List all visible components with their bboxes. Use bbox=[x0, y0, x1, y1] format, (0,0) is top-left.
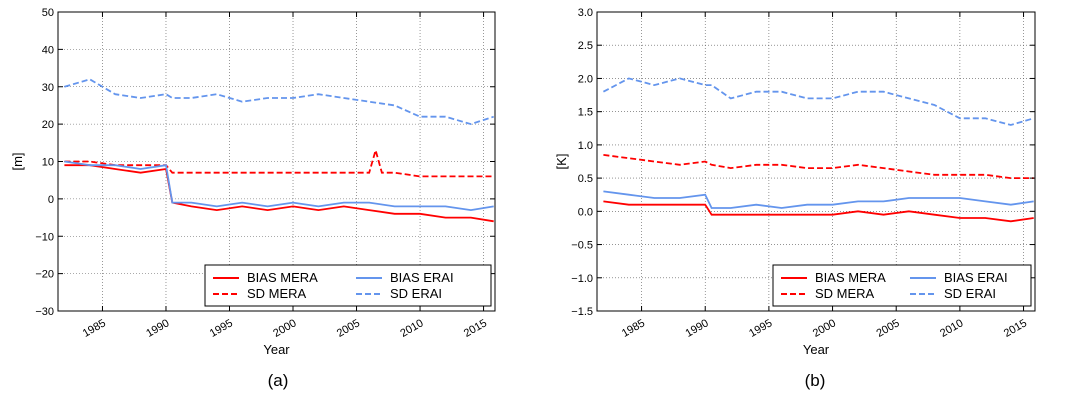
series-group bbox=[64, 78, 494, 223]
legend-label: SD ERAI bbox=[944, 286, 996, 301]
series-line-sd-mera bbox=[64, 147, 494, 178]
legend-label: BIAS ERAI bbox=[944, 270, 1008, 285]
x-tick-label: 1990 bbox=[144, 317, 171, 340]
x-tick-label: 2015 bbox=[1002, 317, 1029, 340]
y-tick-label: 1.0 bbox=[578, 140, 593, 152]
legend-label: SD MERA bbox=[815, 286, 875, 301]
y-tick-label: 30 bbox=[42, 82, 54, 94]
series-line-bias-mera bbox=[603, 200, 1034, 223]
y-tick-label: 0 bbox=[48, 194, 54, 206]
x-tick-label: 2015 bbox=[462, 317, 489, 340]
series-line-sd-erai bbox=[602, 77, 1034, 126]
panel-label: (b) bbox=[805, 371, 826, 390]
panel-label: (a) bbox=[268, 371, 289, 390]
x-tick-label: 2005 bbox=[335, 317, 362, 340]
series-line-bias-erai bbox=[64, 160, 494, 212]
series-line-sd-mera bbox=[603, 154, 1034, 180]
y-tick-label: 20 bbox=[42, 119, 54, 131]
y-tick-label: −10 bbox=[35, 231, 54, 243]
x-tick-label: 1985 bbox=[81, 317, 108, 340]
legend-label: BIAS MERA bbox=[815, 270, 886, 285]
legend-label: SD ERAI bbox=[390, 286, 442, 301]
x-tick-label: 1990 bbox=[684, 317, 711, 340]
chart-panel-b: −1.5 −1.0 −0.5 0.0 0.5 1.0 1.5 2.0 2.5 3.0 1985 199… bbox=[554, 7, 1036, 390]
y-tick-label: 2.0 bbox=[578, 73, 593, 85]
legend-label: BIAS MERA bbox=[247, 270, 318, 285]
y-tick-label: −1.0 bbox=[571, 273, 593, 285]
y-tick-label: 1.5 bbox=[578, 107, 593, 119]
series-group bbox=[602, 77, 1034, 223]
legend-box bbox=[204, 264, 492, 307]
legend-box bbox=[772, 264, 1032, 307]
y-tick-label: −1.5 bbox=[571, 306, 593, 318]
x-tick-label: 2005 bbox=[875, 317, 902, 340]
series-line-sd-erai bbox=[64, 78, 494, 126]
x-axis-label: Year bbox=[263, 342, 290, 357]
y-tick-label: −30 bbox=[35, 306, 54, 318]
plot-frame bbox=[596, 11, 1036, 312]
x-tick-label: 2000 bbox=[811, 317, 838, 340]
y-tick-label: 2.5 bbox=[578, 40, 593, 52]
legend-label: BIAS ERAI bbox=[390, 270, 454, 285]
series-line-bias-mera bbox=[64, 164, 494, 223]
x-tick-label: 2010 bbox=[938, 317, 965, 340]
legend-label: SD MERA bbox=[247, 286, 307, 301]
y-axis-label: [m] bbox=[10, 152, 25, 170]
x-tick-label: 2010 bbox=[398, 317, 425, 340]
x-tick-label: 2000 bbox=[271, 317, 298, 340]
y-tick-label: 3.0 bbox=[578, 7, 593, 19]
series-line-bias-erai bbox=[603, 190, 1034, 209]
chart-panel-a: −30 −20 −10 0 10 20 30 40 50 1985 1990 1995 2000 2005… bbox=[10, 7, 496, 390]
y-axis-label: [K] bbox=[554, 154, 569, 170]
y-tick-label: −0.5 bbox=[571, 240, 593, 252]
y-tick-label: 10 bbox=[42, 157, 54, 169]
y-tick-label: 50 bbox=[42, 7, 54, 19]
x-axis-label: Year bbox=[803, 342, 830, 357]
x-tick-label: 1995 bbox=[208, 317, 235, 340]
x-tick-label: 1995 bbox=[747, 317, 774, 340]
y-tick-label: −20 bbox=[35, 269, 54, 281]
y-tick-label: 40 bbox=[42, 44, 54, 56]
y-tick-label: 0.0 bbox=[578, 206, 593, 218]
y-tick-label: 0.5 bbox=[578, 173, 593, 185]
x-tick-label: 1985 bbox=[620, 317, 647, 340]
